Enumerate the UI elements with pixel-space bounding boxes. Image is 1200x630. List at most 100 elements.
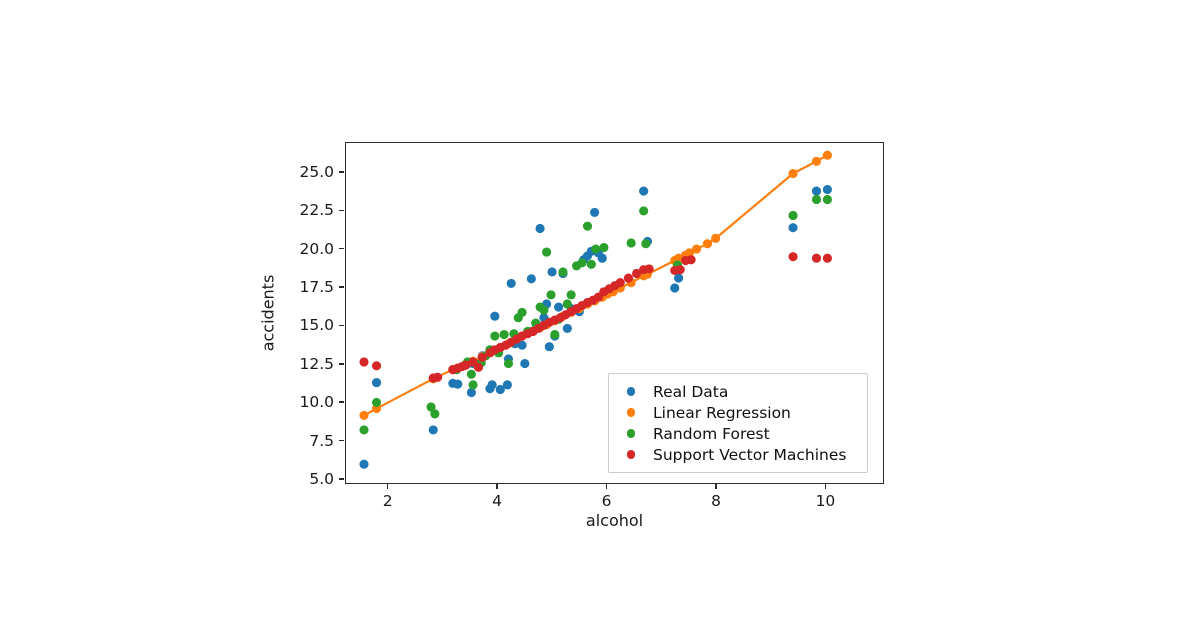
- legend-item[interactable]: Random Forest: [618, 423, 858, 444]
- data-point: [371, 378, 382, 388]
- x-tick-mark: [496, 484, 498, 489]
- data-point: [558, 267, 568, 277]
- y-tick-label: 10.0: [299, 393, 334, 412]
- y-tick-label: 7.5: [309, 431, 334, 450]
- data-point: [477, 352, 487, 362]
- data-point: [520, 358, 530, 369]
- y-tick-mark: [339, 363, 344, 365]
- legend-item-label: Real Data: [653, 382, 729, 401]
- y-tick-mark: [339, 171, 344, 173]
- x-tick-mark: [605, 484, 608, 489]
- x-tick-label: 10: [815, 492, 836, 510]
- data-point: [503, 358, 514, 369]
- data-point: [517, 340, 527, 350]
- data-point: [428, 425, 438, 435]
- data-point: [599, 242, 609, 253]
- data-point: [639, 186, 649, 196]
- data-point: [542, 247, 552, 257]
- data-point: [499, 329, 509, 340]
- data-point: [495, 384, 505, 395]
- data-point: [811, 253, 822, 263]
- y-tick-mark: [339, 209, 344, 212]
- legend-item[interactable]: Real Data: [618, 381, 858, 402]
- data-point: [550, 329, 560, 340]
- data-point: [586, 259, 596, 269]
- y-tick-label: 15.0: [299, 316, 334, 335]
- x-tick-mark: [715, 484, 717, 489]
- data-point: [490, 311, 500, 321]
- y-tick-mark: [339, 247, 344, 250]
- data-point: [675, 265, 685, 275]
- data-point: [673, 273, 684, 283]
- data-point: [487, 380, 497, 390]
- legend-marker-icon: [618, 408, 644, 417]
- data-point: [822, 184, 832, 195]
- data-point: [811, 194, 822, 205]
- legend-dot-icon: [626, 408, 636, 417]
- data-point: [490, 331, 500, 341]
- data-point: [822, 194, 832, 205]
- y-tick-label: 20.0: [299, 239, 334, 258]
- data-point: [566, 290, 576, 300]
- data-point: [684, 248, 695, 258]
- data-point: [544, 342, 554, 352]
- data-point: [517, 307, 527, 317]
- y-tick-label: 17.5: [299, 278, 334, 297]
- data-point: [547, 267, 557, 277]
- data-point: [711, 233, 721, 243]
- data-point: [359, 357, 369, 367]
- data-point: [359, 410, 369, 420]
- data-point: [562, 323, 572, 333]
- data-point: [371, 397, 382, 407]
- data-point: [641, 239, 651, 249]
- data-point: [506, 278, 516, 288]
- data-point: [702, 239, 713, 249]
- data-point: [691, 244, 702, 254]
- data-point: [466, 387, 476, 398]
- data-point: [626, 238, 636, 248]
- data-point: [623, 273, 633, 283]
- x-axis-label: alcohol: [585, 511, 644, 530]
- data-point: [670, 283, 680, 293]
- data-point: [686, 255, 696, 265]
- legend-dot-icon: [626, 387, 636, 396]
- legend-item[interactable]: Support Vector Machines: [618, 444, 858, 465]
- data-point: [597, 253, 607, 263]
- data-point: [591, 244, 601, 254]
- data-point: [639, 206, 649, 216]
- y-tick-label: 25.0: [299, 162, 334, 181]
- data-point: [788, 223, 798, 233]
- data-point: [788, 210, 798, 221]
- legend-item-label: Support Vector Machines: [653, 445, 847, 464]
- y-tick-label: 22.5: [299, 201, 334, 220]
- data-point: [468, 380, 478, 390]
- series-support-vector-machines: [359, 252, 832, 383]
- legend-item-label: Linear Regression: [653, 403, 791, 422]
- data-point: [433, 372, 443, 382]
- data-point: [811, 186, 822, 196]
- data-point: [502, 380, 512, 390]
- legend-item[interactable]: Linear Regression: [618, 402, 858, 423]
- data-point: [788, 168, 798, 179]
- data-point: [822, 253, 832, 263]
- y-tick-mark: [339, 401, 344, 403]
- x-tick-label: 8: [711, 492, 721, 510]
- legend-dot-icon: [626, 450, 636, 459]
- data-point: [554, 302, 564, 312]
- plot-drawing-area: [359, 150, 832, 469]
- x-tick-label: 6: [601, 492, 612, 510]
- data-point: [426, 402, 436, 412]
- data-point: [788, 252, 798, 262]
- data-point: [359, 459, 369, 469]
- y-tick-label: 12.5: [299, 354, 334, 373]
- data-point: [526, 274, 536, 284]
- data-point: [590, 207, 600, 218]
- data-point: [466, 369, 476, 379]
- chart-legend: Real Data Linear Regression Random Forest S…: [608, 373, 868, 473]
- legend-marker-icon: [618, 450, 644, 459]
- data-point: [546, 290, 556, 300]
- legend-item-label: Random Forest: [653, 424, 770, 443]
- legend-dot-icon: [626, 429, 636, 438]
- data-point: [371, 361, 382, 371]
